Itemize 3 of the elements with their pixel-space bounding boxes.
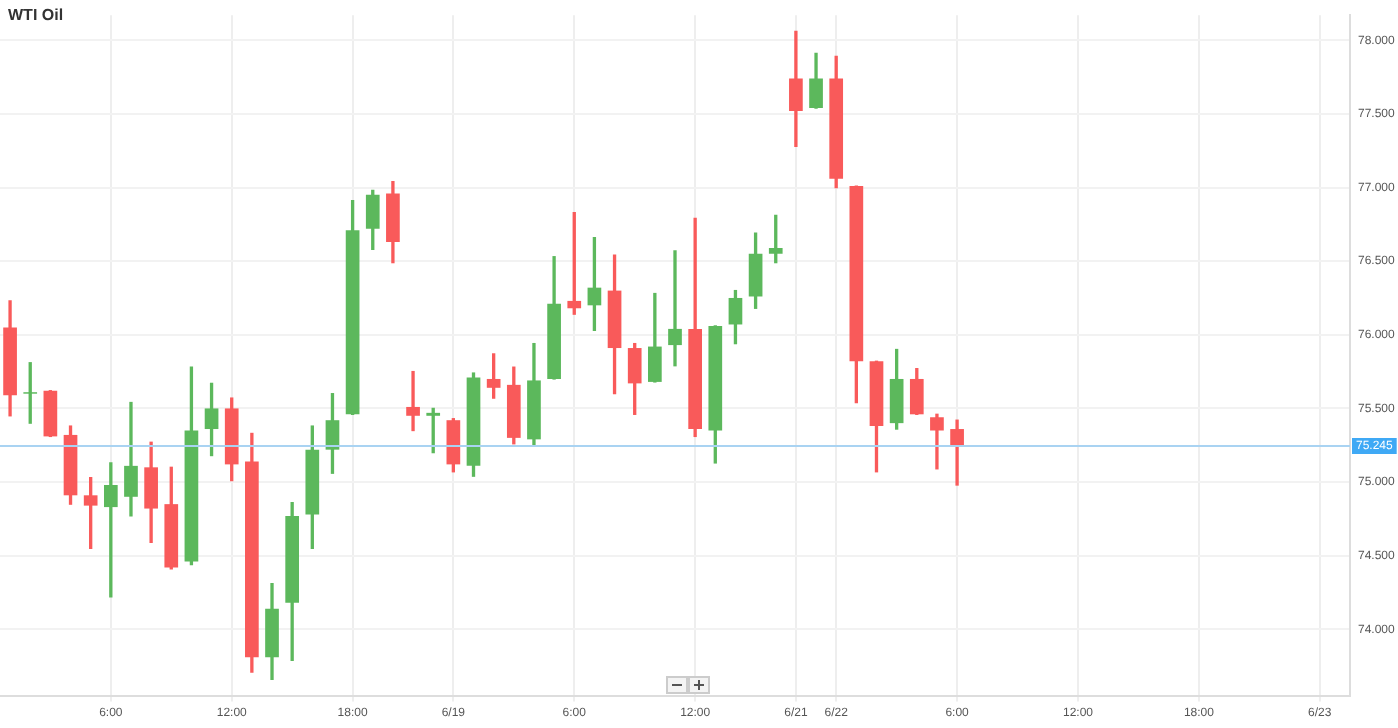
- candlestick: [406, 370, 420, 432]
- chart-title: WTI Oil: [8, 6, 64, 24]
- candlestick: [668, 250, 682, 367]
